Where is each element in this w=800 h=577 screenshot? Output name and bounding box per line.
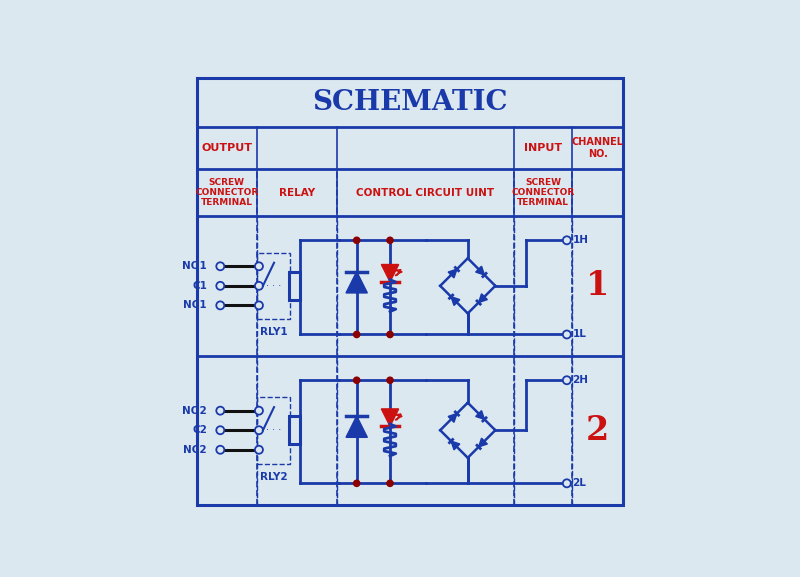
Circle shape <box>354 237 360 243</box>
Circle shape <box>255 282 263 290</box>
Text: SCREW
CONNECTOR
TERMINAL: SCREW CONNECTOR TERMINAL <box>195 178 258 207</box>
Text: INPUT: INPUT <box>524 143 562 153</box>
Polygon shape <box>448 269 457 278</box>
Text: CONTROL CIRCUIT UINT: CONTROL CIRCUIT UINT <box>357 188 494 197</box>
Text: SCHEMATIC: SCHEMATIC <box>312 89 508 116</box>
Text: RELAY: RELAY <box>278 188 314 197</box>
Text: 2H: 2H <box>573 375 589 385</box>
Circle shape <box>255 426 263 434</box>
Circle shape <box>387 377 393 383</box>
Circle shape <box>563 376 571 384</box>
Text: NC2: NC2 <box>183 445 207 455</box>
Polygon shape <box>382 264 398 282</box>
Text: RLY2: RLY2 <box>259 471 287 482</box>
Circle shape <box>354 377 360 383</box>
Text: · · ·: · · · <box>266 425 282 435</box>
Circle shape <box>216 407 224 415</box>
Circle shape <box>216 301 224 309</box>
Polygon shape <box>346 416 367 437</box>
Text: 2L: 2L <box>573 478 586 488</box>
Text: C1: C1 <box>192 281 207 291</box>
Bar <box>257 397 290 463</box>
Bar <box>289 416 300 444</box>
Circle shape <box>216 282 224 290</box>
Polygon shape <box>448 414 457 422</box>
Circle shape <box>354 331 360 338</box>
Bar <box>257 253 290 319</box>
Circle shape <box>255 446 263 454</box>
Text: C2: C2 <box>192 425 207 435</box>
Text: NC1: NC1 <box>183 301 207 310</box>
Text: CHANNEL
NO.: CHANNEL NO. <box>572 137 624 159</box>
Polygon shape <box>476 411 485 419</box>
Polygon shape <box>451 441 460 450</box>
Text: 2: 2 <box>586 414 610 447</box>
Circle shape <box>563 479 571 488</box>
Text: · · ·: · · · <box>266 281 282 291</box>
Circle shape <box>255 407 263 415</box>
Circle shape <box>216 263 224 270</box>
Circle shape <box>387 480 393 486</box>
Circle shape <box>387 237 393 243</box>
Polygon shape <box>451 297 460 305</box>
Circle shape <box>255 263 263 270</box>
Circle shape <box>387 331 393 338</box>
Text: NO2: NO2 <box>182 406 207 415</box>
Text: RLY1: RLY1 <box>259 327 287 337</box>
Circle shape <box>563 237 571 244</box>
Text: 1L: 1L <box>573 329 586 339</box>
Bar <box>289 272 300 300</box>
Circle shape <box>563 331 571 339</box>
Circle shape <box>216 446 224 454</box>
Polygon shape <box>478 438 487 447</box>
Text: NO1: NO1 <box>182 261 207 271</box>
Circle shape <box>255 301 263 309</box>
Circle shape <box>216 426 224 434</box>
Polygon shape <box>382 409 398 426</box>
Text: 1H: 1H <box>573 235 589 245</box>
Circle shape <box>354 480 360 486</box>
Text: SCREW
CONNECTOR
TERMINAL: SCREW CONNECTOR TERMINAL <box>512 178 575 207</box>
Text: 1: 1 <box>586 269 610 302</box>
Text: OUTPUT: OUTPUT <box>202 143 252 153</box>
Polygon shape <box>476 266 485 275</box>
Polygon shape <box>478 294 487 302</box>
Polygon shape <box>346 272 367 293</box>
